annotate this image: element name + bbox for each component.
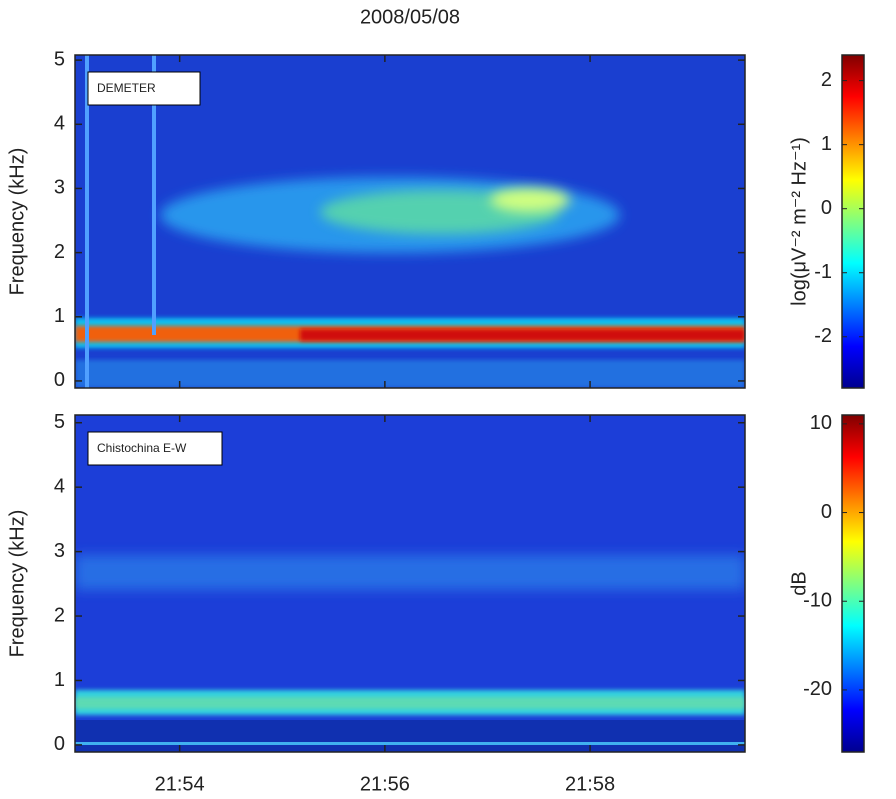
y-tick-label: 5: [54, 48, 65, 70]
plot-frame: [74, 54, 746, 389]
y-tick-label: 0: [54, 733, 65, 755]
colorbar-tick-label: 0: [821, 501, 832, 523]
label-box: [87, 431, 223, 466]
chart-title: 2008/05/08: [360, 6, 460, 28]
colorbar-tick-label: 2: [821, 69, 832, 91]
colorbar-tick-label: 1: [821, 133, 832, 155]
y-tick-label: 2: [54, 241, 65, 263]
x-tick-label: 21:56: [360, 773, 410, 795]
colorbar-label: dB: [788, 571, 810, 595]
panel-label: Chistochina E-W: [97, 441, 187, 455]
colorbar: [841, 414, 865, 753]
y-tick-label: 0: [54, 369, 65, 391]
spectrogram-image: [75, 415, 745, 752]
colorbar-tick-label: -2: [814, 325, 832, 347]
x-tick-label: 21:58: [565, 773, 615, 795]
y-tick-label: 4: [54, 475, 65, 497]
colorbar-tick-label: 10: [810, 412, 832, 434]
y-tick-label: 3: [54, 540, 65, 562]
colorbar-tick-label: -20: [803, 678, 832, 700]
label-box: [87, 71, 201, 106]
colorbar-tick-label: -10: [803, 590, 832, 612]
colorbar-label: log(μV⁻² m⁻² Hz⁻¹): [788, 137, 810, 306]
colorbar-tick-label: -1: [814, 261, 832, 283]
y-tick-label: 3: [54, 177, 65, 199]
y-tick-label: 4: [54, 113, 65, 135]
colorbar: [841, 54, 865, 389]
y-tick-label: 2: [54, 604, 65, 626]
y-tick-label: 1: [54, 305, 65, 327]
colorbar-tick-label: 0: [821, 197, 832, 219]
plot-frame: [74, 414, 746, 753]
y-axis-label: Frequency (kHz): [6, 148, 28, 296]
x-tick-label: 21:54: [155, 773, 205, 795]
y-axis-label: Frequency (kHz): [6, 510, 28, 658]
spectrogram-image: [75, 55, 745, 388]
y-tick-label: 5: [54, 411, 65, 433]
y-tick-label: 1: [54, 669, 65, 691]
panel-label: DEMETER: [97, 81, 156, 95]
